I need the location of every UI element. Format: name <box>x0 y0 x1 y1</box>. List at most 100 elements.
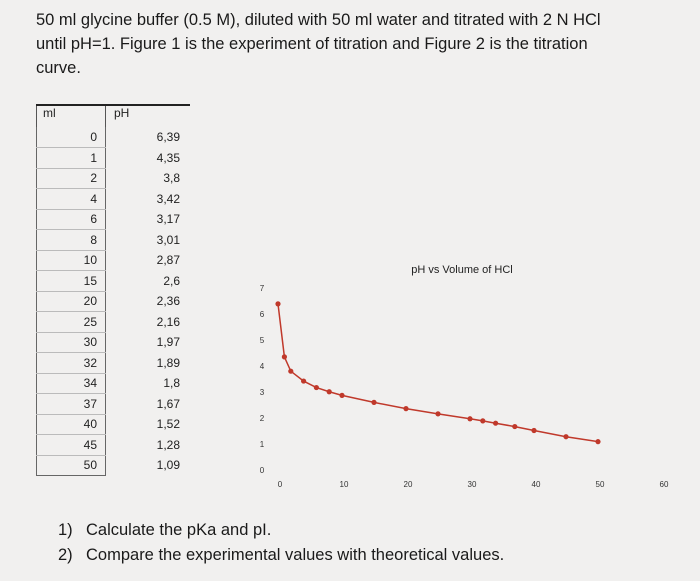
data-point <box>288 368 294 374</box>
cell-ml: 32 <box>36 352 106 374</box>
y-tick-label: 1 <box>260 440 265 449</box>
cell-ph: 3,01 <box>156 232 180 247</box>
data-point <box>480 418 486 424</box>
cell-ml: 45 <box>36 434 106 456</box>
x-tick-label: 10 <box>340 480 349 489</box>
question-text: Compare the experimental values with the… <box>86 546 505 564</box>
cell-ph: 4,35 <box>156 150 180 165</box>
cell-ph: 2,16 <box>156 314 180 329</box>
cell-ml: 15 <box>36 270 106 292</box>
question-text: Calculate the pKa and pI. <box>86 521 272 539</box>
question-1: 1) Calculate the pKa and pI. <box>58 518 504 543</box>
titration-table: ml pH 0 6,39 1 4,35 2 3,8 4 3,42 6 3,17 8 3,01 10 2,8… <box>36 104 190 476</box>
cell-ml: 4 <box>36 188 106 210</box>
cell-ml: 20 <box>36 291 106 312</box>
cell-ph: 1,52 <box>156 417 180 432</box>
cell-ml: 1 <box>36 147 106 169</box>
intro-line-2: until pH=1. Figure 1 is the experiment o… <box>36 35 588 53</box>
table-row: 40 1,52 <box>36 414 191 435</box>
x-tick-label: 40 <box>532 480 541 489</box>
data-point <box>275 301 281 307</box>
cell-ph: 1,89 <box>156 355 180 370</box>
table-row: 45 1,28 <box>36 434 191 456</box>
problem-statement: 50 ml glycine buffer (0.5 M), diluted wi… <box>36 8 686 80</box>
x-tick-label: 60 <box>660 480 669 489</box>
cell-ph: 1,09 <box>156 458 180 473</box>
table-row: 1 4,35 <box>36 147 191 169</box>
table-header-row: ml pH <box>36 104 190 127</box>
table-row: 4 3,42 <box>36 188 191 210</box>
cell-ml: 0 <box>36 127 106 148</box>
cell-ml: 50 <box>36 455 106 476</box>
data-point <box>467 416 473 422</box>
x-tick-label: 20 <box>404 480 413 489</box>
y-tick-label: 3 <box>260 388 265 397</box>
cell-ph: 2,87 <box>156 253 180 268</box>
data-point <box>339 392 345 398</box>
question-2: 2) Compare the experimental values with … <box>58 543 504 568</box>
cell-ph: 6,39 <box>156 130 180 145</box>
questions: 1) Calculate the pKa and pI. 2) Compare … <box>58 518 504 568</box>
series-line <box>277 303 599 443</box>
intro-line-3: curve. <box>36 59 81 77</box>
cell-ml: 2 <box>36 168 106 189</box>
cell-ml: 8 <box>36 229 106 251</box>
table-row: 6 3,17 <box>36 209 191 230</box>
cell-ml: 34 <box>36 373 106 394</box>
table-row: 10 2,87 <box>36 250 191 271</box>
cell-ph: 2,36 <box>156 294 180 309</box>
x-tick-label: 0 <box>278 480 283 489</box>
question-number: 1) <box>58 521 73 539</box>
cell-ph: 1,8 <box>163 376 180 391</box>
table-row: 8 3,01 <box>36 229 191 251</box>
data-point <box>531 427 537 434</box>
data-point <box>301 378 307 384</box>
question-number: 2) <box>58 546 73 564</box>
y-tick-label: 5 <box>260 336 265 345</box>
y-tick-label: 2 <box>260 414 265 423</box>
x-tick-label: 30 <box>468 480 477 489</box>
cell-ml: 25 <box>36 311 106 333</box>
data-point <box>313 384 319 391</box>
y-tick-label: 6 <box>260 310 265 319</box>
cell-ml: 30 <box>36 332 106 353</box>
cell-ph: 3,42 <box>156 191 180 206</box>
cell-ph: 3,8 <box>163 171 180 186</box>
x-tick-label: 50 <box>596 480 605 489</box>
table-row: 2 3,8 <box>36 168 191 189</box>
titration-curve-chart: pH vs Volume of HCl 0 1 2 3 4 5 6 7 0 10 20 30 40 50… <box>260 264 669 489</box>
cell-ml: 40 <box>36 414 106 435</box>
table-row: 50 1,09 <box>36 455 191 476</box>
y-tick-label: 0 <box>260 466 265 475</box>
y-tick-label: 4 <box>260 362 265 371</box>
cell-ph: 2,6 <box>163 273 180 288</box>
cell-ml: 10 <box>36 250 106 271</box>
intro-line-1: 50 ml glycine buffer (0.5 M), diluted wi… <box>36 11 601 29</box>
data-point <box>512 423 518 430</box>
data-point <box>326 389 332 395</box>
cell-ph: 1,67 <box>156 396 180 411</box>
cell-ph: 3,17 <box>156 212 180 227</box>
table-row: 32 1,89 <box>36 352 191 374</box>
cell-ph: 1,97 <box>156 335 180 350</box>
data-point <box>493 420 499 426</box>
column-header-ph: pH <box>105 104 190 127</box>
table-row: 25 2,16 <box>36 311 191 333</box>
chart-title: pH vs Volume of HCl <box>411 264 512 276</box>
data-point <box>435 411 441 417</box>
column-header-ml: ml <box>36 104 106 127</box>
cell-ml: 37 <box>36 393 106 415</box>
cell-ml: 6 <box>36 209 106 230</box>
table-row: 0 6,39 <box>36 127 191 148</box>
data-point <box>563 434 569 440</box>
cell-ph: 1,28 <box>156 437 180 452</box>
table-row: 15 2,6 <box>36 270 191 292</box>
data-point <box>281 354 287 360</box>
table-row: 37 1,67 <box>36 393 191 415</box>
table-row: 34 1,8 <box>36 373 191 394</box>
table-row: 20 2,36 <box>36 291 191 312</box>
data-point <box>595 439 601 445</box>
y-tick-label: 7 <box>260 284 265 293</box>
table-row: 30 1,97 <box>36 332 191 353</box>
data-point <box>403 406 409 412</box>
